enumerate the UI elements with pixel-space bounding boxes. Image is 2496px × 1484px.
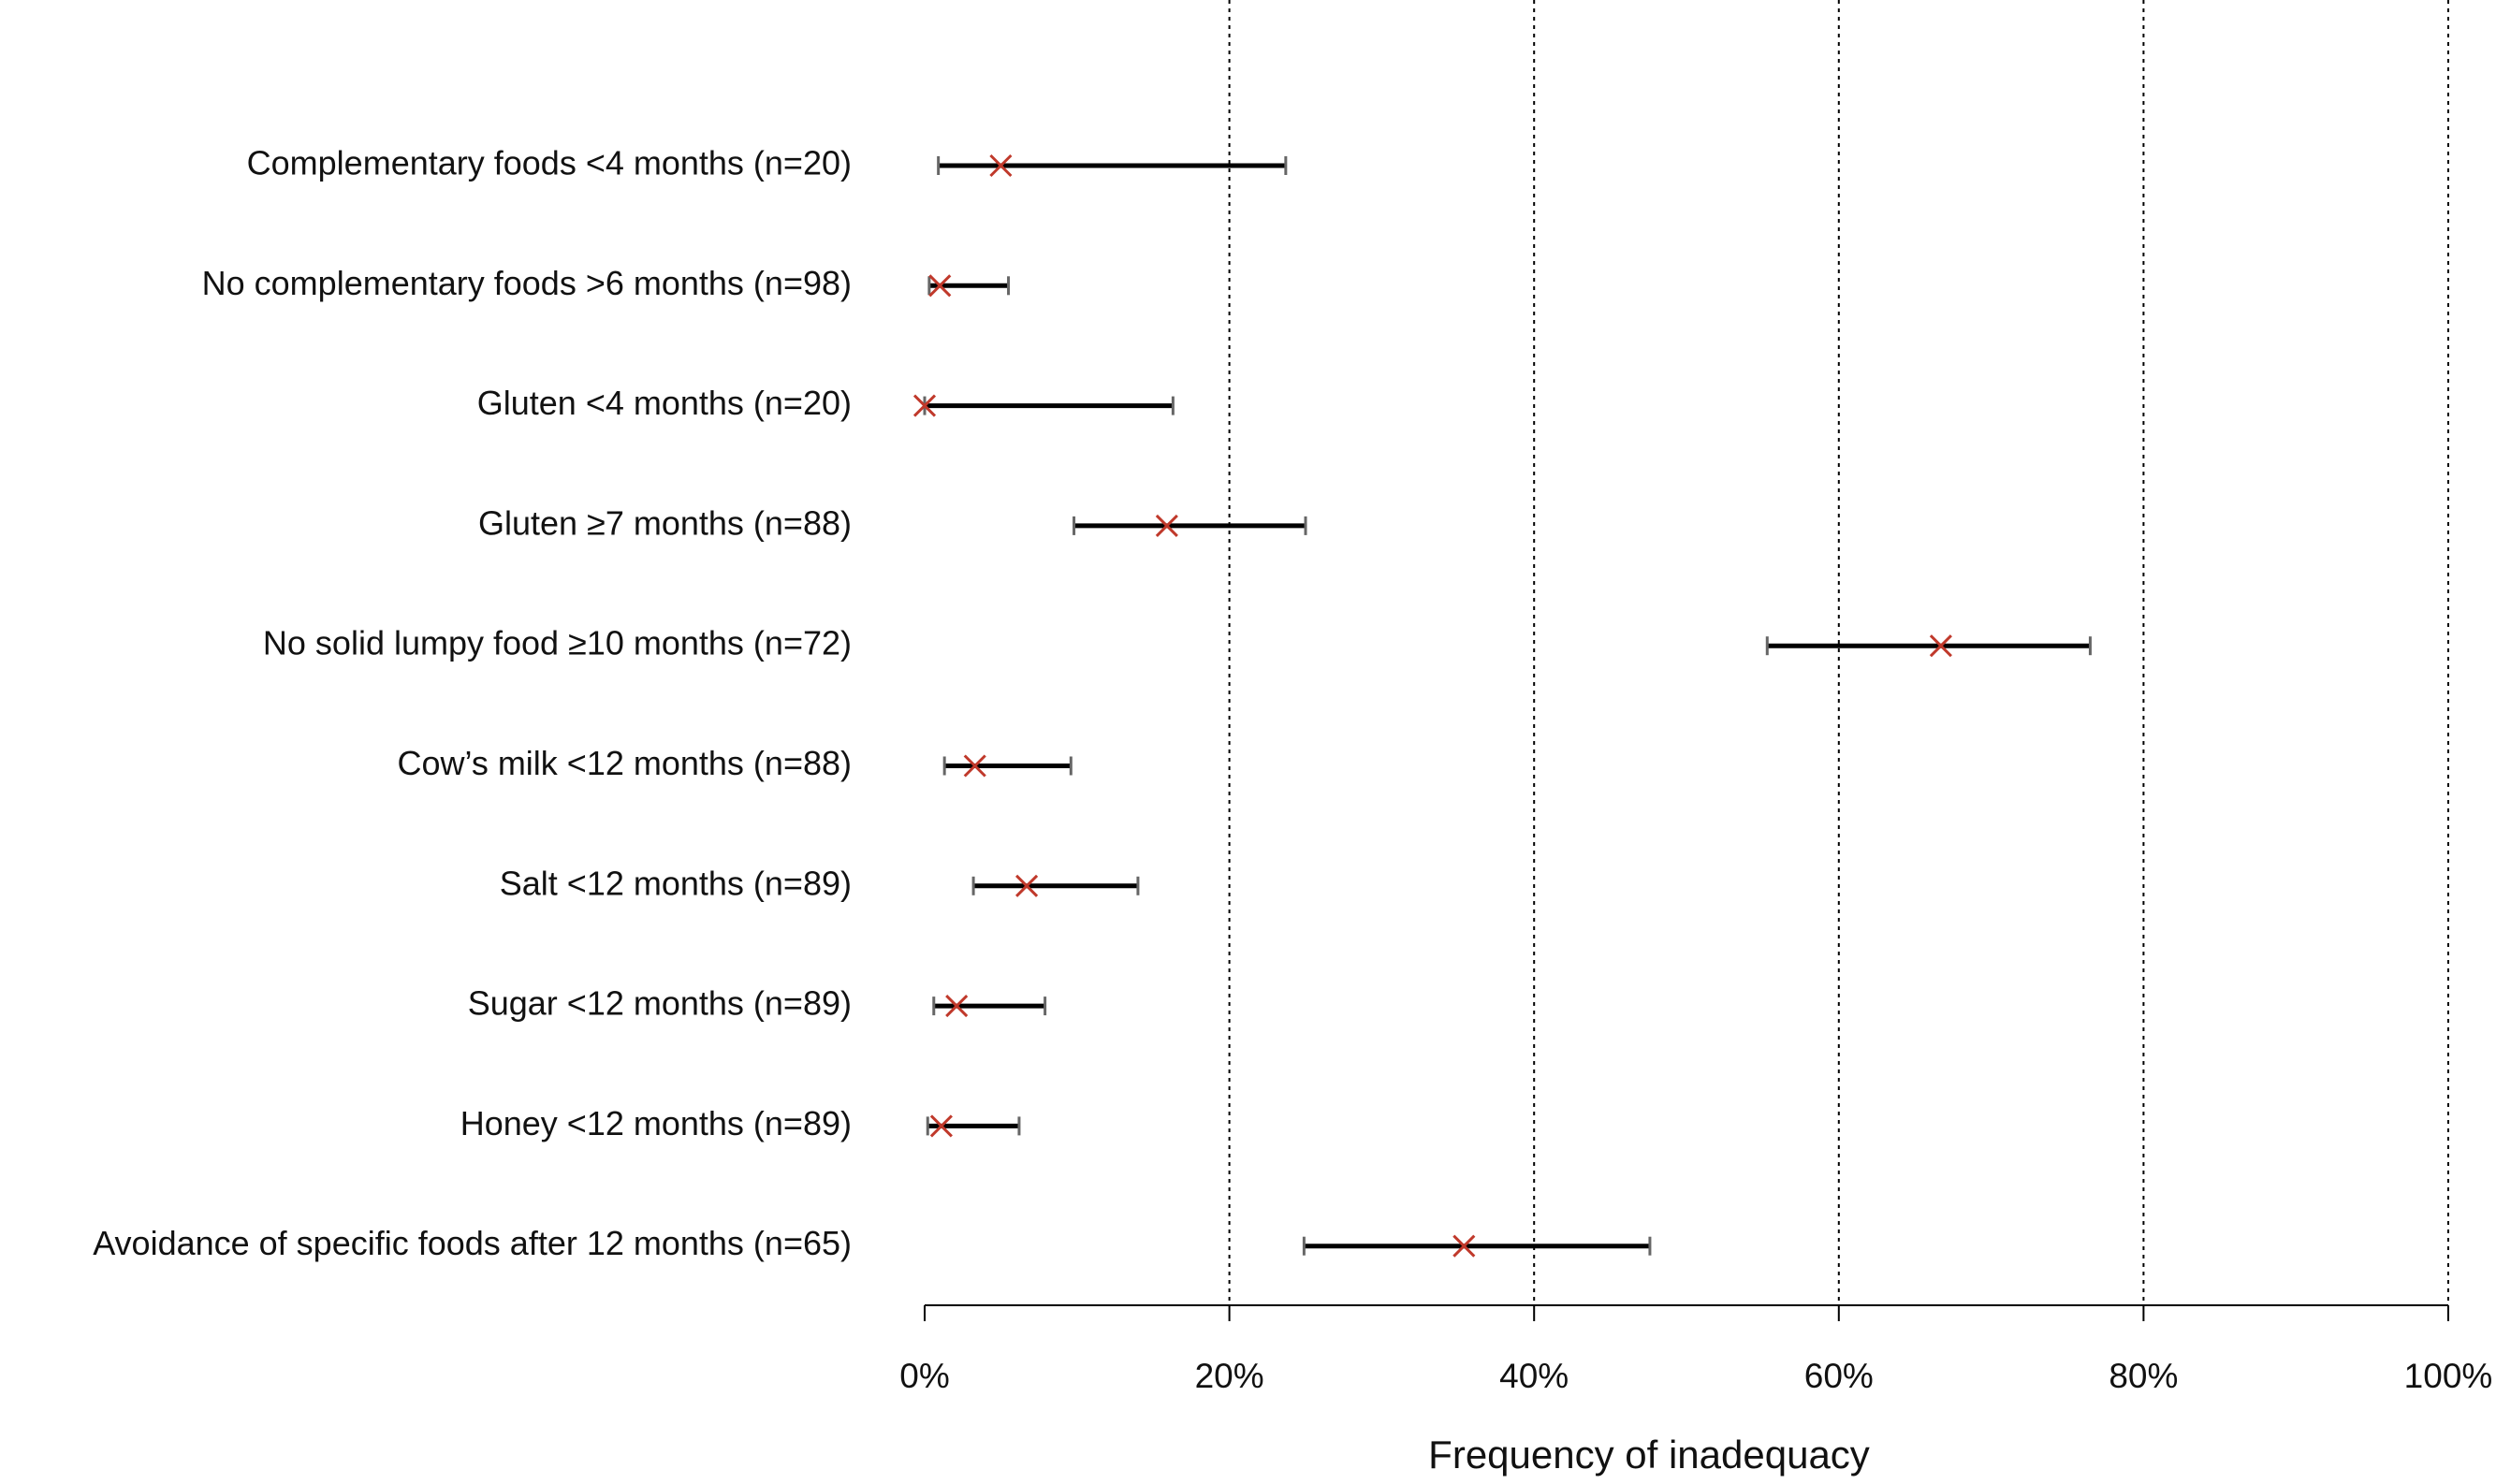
x-tick-label: 0% xyxy=(899,1357,949,1395)
y-tick-label: Honey <12 months (n=89) xyxy=(460,1104,852,1142)
y-tick-label: Gluten <4 months (n=20) xyxy=(477,384,852,422)
point-estimate xyxy=(1015,874,1039,897)
point-estimate xyxy=(1155,514,1178,537)
point-estimate xyxy=(1452,1234,1476,1258)
x-tick-label: 100% xyxy=(2404,1357,2493,1395)
y-tick-label: No solid lumpy food ≥10 months (n=72) xyxy=(263,624,852,662)
point-estimate xyxy=(945,995,969,1018)
y-tick-label: Complementary foods <4 months (n=20) xyxy=(247,144,852,182)
x-tick-label: 40% xyxy=(1499,1357,1569,1395)
point-estimate xyxy=(928,274,952,298)
y-tick-label: Salt <12 months (n=89) xyxy=(500,864,852,902)
y-tick-label: Cow’s milk <12 months (n=88) xyxy=(397,744,852,782)
point-estimate xyxy=(929,1114,953,1138)
x-axis-label: Frequency of inadequacy xyxy=(1428,1433,1870,1477)
y-tick-label: Avoidance of specific foods after 12 mon… xyxy=(93,1224,852,1262)
point-estimate xyxy=(989,153,1013,178)
y-tick-label: No complementary foods >6 months (n=98) xyxy=(202,264,852,302)
point-estimate xyxy=(912,394,937,417)
y-tick-label: Sugar <12 months (n=89) xyxy=(468,984,852,1023)
x-tick-label: 80% xyxy=(2109,1357,2178,1395)
x-tick-label: 60% xyxy=(1804,1357,1874,1395)
point-estimate xyxy=(1929,634,1952,658)
y-tick-label: Gluten ≥7 months (n=88) xyxy=(478,503,852,542)
x-tick-label: 20% xyxy=(1195,1357,1264,1395)
point-estimate xyxy=(963,754,986,778)
